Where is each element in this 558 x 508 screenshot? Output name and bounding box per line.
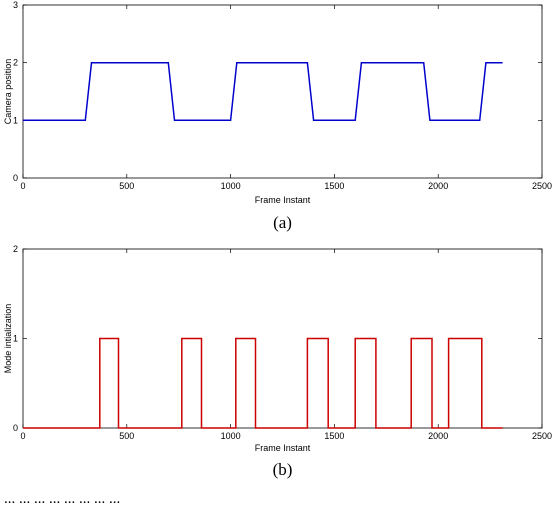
x-tick-label: 1500 [324,181,344,191]
series-line-2 [23,337,503,429]
y-tick-label: 0 [13,173,18,183]
x-tick-label: 1500 [324,431,344,441]
x-tick-label: 500 [119,181,134,191]
panel-caption-2: (b) [273,460,293,479]
x-tick-label: 0 [20,181,25,191]
x-tick-label: 500 [119,431,134,441]
y-tick-label: 3 [13,0,18,10]
y-tick-label: 1 [13,334,18,344]
panel-caption-1: (a) [273,213,292,232]
x-axis-label-2: Frame Instant [255,443,311,453]
y-tick-label: 1 [13,115,18,125]
y-axis-label-1: Camera position [3,59,13,125]
x-tick-label: 2000 [428,181,448,191]
x-tick-label: 1000 [221,181,241,191]
x-tick-label: 2500 [532,431,552,441]
x-tick-label: 1000 [221,431,241,441]
series-line-1 [23,61,503,122]
cropped-body-text: ... ... ... ... ... ... ... ... [4,491,120,507]
y-axis-label-2: Mode intialization [3,304,13,374]
x-tick-label: 2000 [428,431,448,441]
y-tick-label: 0 [13,423,18,433]
y-tick-label: 2 [13,58,18,68]
plot-frame-1 [22,4,543,179]
y-tick-label: 2 [13,244,18,254]
x-axis-label-1: Frame Instant [255,195,311,205]
x-tick-label: 0 [20,431,25,441]
x-tick-label: 2500 [532,181,552,191]
